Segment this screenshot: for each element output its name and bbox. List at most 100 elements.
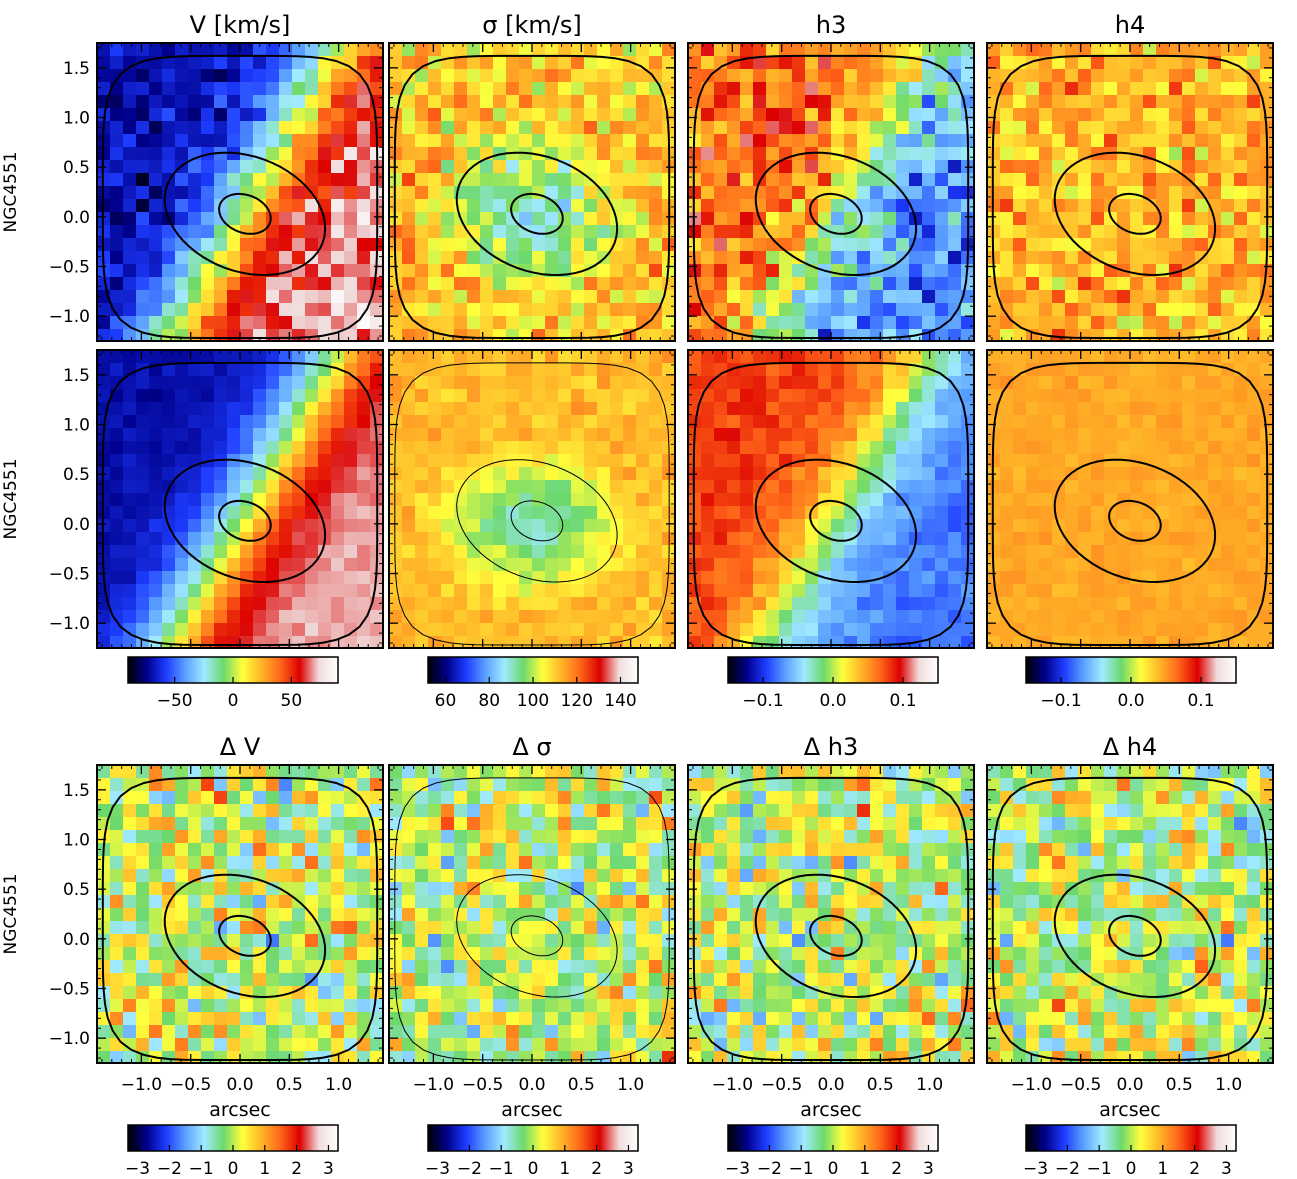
- heatmap-cell: [766, 290, 780, 304]
- heatmap-cell: [987, 82, 1001, 96]
- heatmap-cell: [1000, 160, 1014, 174]
- heatmap-cell: [214, 610, 228, 624]
- heatmap-cell: [558, 173, 572, 187]
- heatmap-cell: [831, 467, 845, 481]
- heatmap-cell: [779, 415, 793, 429]
- heatmap-cell: [266, 238, 280, 252]
- heatmap-cell: [519, 160, 533, 174]
- heatmap-cell: [714, 134, 728, 148]
- heatmap-cell: [896, 238, 910, 252]
- heatmap-cell: [415, 316, 429, 330]
- heatmap-cell: [935, 108, 949, 122]
- heatmap-cell: [467, 173, 481, 187]
- heatmap-cell: [753, 441, 767, 455]
- heatmap-cell: [110, 225, 124, 239]
- heatmap-cell: [1221, 467, 1235, 481]
- heatmap-cell: [805, 363, 819, 377]
- heatmap-cell: [701, 108, 715, 122]
- heatmap-cell: [123, 225, 137, 239]
- heatmap-cell: [357, 584, 371, 598]
- heatmap-cell: [123, 212, 137, 226]
- heatmap-cell: [201, 467, 215, 481]
- heatmap-cell: [1156, 415, 1170, 429]
- heatmap-cell: [805, 623, 819, 637]
- heatmap-cell: [162, 558, 176, 572]
- heatmap-cell: [571, 251, 585, 265]
- heatmap-cell: [97, 316, 111, 330]
- heatmap-cell: [305, 303, 319, 317]
- heatmap-cell: [649, 238, 663, 252]
- heatmap-cell: [201, 493, 215, 507]
- heatmap-cell: [519, 290, 533, 304]
- heatmap-cell: [1039, 415, 1053, 429]
- heatmap-cell: [1182, 147, 1196, 161]
- heatmap-cell: [805, 160, 819, 174]
- heatmap-cell: [1234, 428, 1248, 442]
- heatmap-cell: [714, 636, 728, 648]
- heatmap-cell: [571, 316, 585, 330]
- heatmap-cell: [1156, 43, 1170, 57]
- heatmap-cell: [844, 173, 858, 187]
- heatmap-cell: [467, 545, 481, 559]
- heatmap-cell: [714, 545, 728, 559]
- heatmap-cell: [636, 493, 650, 507]
- heatmap-cell: [305, 173, 319, 187]
- heatmap-cell: [214, 402, 228, 416]
- heatmap-cell: [110, 134, 124, 148]
- heatmap-cell: [493, 506, 507, 520]
- heatmap-cell: [740, 316, 754, 330]
- heatmap-cell: [1026, 363, 1040, 377]
- heatmap-cell: [558, 43, 572, 57]
- heatmap-cell: [1013, 225, 1027, 239]
- heatmap-cell: [1182, 532, 1196, 546]
- heatmap-cell: [896, 290, 910, 304]
- heatmap-cell: [1117, 251, 1131, 265]
- heatmap-cell: [493, 389, 507, 403]
- heatmap-cell: [883, 467, 897, 481]
- heatmap-cell: [1143, 376, 1157, 390]
- heatmap-cell: [753, 290, 767, 304]
- heatmap-cell: [558, 441, 572, 455]
- heatmap-cell: [844, 428, 858, 442]
- heatmap-cell: [584, 316, 598, 330]
- heatmap-cell: [779, 69, 793, 83]
- heatmap-cell: [175, 251, 189, 265]
- heatmap-cell: [110, 147, 124, 161]
- heatmap-cell: [636, 160, 650, 174]
- heatmap-cell: [584, 225, 598, 239]
- heatmap-cell: [214, 43, 228, 57]
- heatmap-cell: [792, 584, 806, 598]
- heatmap-cells: [688, 43, 974, 341]
- heatmap-cell: [519, 277, 533, 291]
- heatmap-cell: [792, 238, 806, 252]
- heatmap-cell: [1026, 160, 1040, 174]
- heatmap-cell: [701, 428, 715, 442]
- heatmap-cell: [701, 95, 715, 109]
- heatmap-cell: [558, 121, 572, 135]
- heatmap-cell: [1013, 95, 1027, 109]
- heatmap-cell: [389, 415, 403, 429]
- heatmap-cell: [188, 173, 202, 187]
- heatmap-cell: [1182, 467, 1196, 481]
- heatmap-cell: [597, 316, 611, 330]
- heatmap-cell: [766, 584, 780, 598]
- heatmap-cell: [454, 350, 468, 364]
- heatmap-cell: [792, 350, 806, 364]
- heatmap-cell: [305, 121, 319, 135]
- heatmap-cell: [649, 441, 663, 455]
- heatmap-cell: [623, 303, 637, 317]
- heatmap-cell: [519, 199, 533, 213]
- outer-isophote-contour: [101, 54, 379, 339]
- heatmap-cell: [948, 558, 962, 572]
- heatmap-cell: [922, 363, 936, 377]
- heatmap-cell: [805, 186, 819, 200]
- heatmap-cell: [922, 415, 936, 429]
- heatmap-cell: [1000, 493, 1014, 507]
- heatmap-cell: [558, 147, 572, 161]
- heatmap-cell: [805, 610, 819, 624]
- heatmap-cell: [584, 545, 598, 559]
- heatmap-cell: [506, 108, 520, 122]
- heatmap-cell: [961, 56, 974, 70]
- heatmap-cell: [935, 134, 949, 148]
- heatmap-cell: [467, 454, 481, 468]
